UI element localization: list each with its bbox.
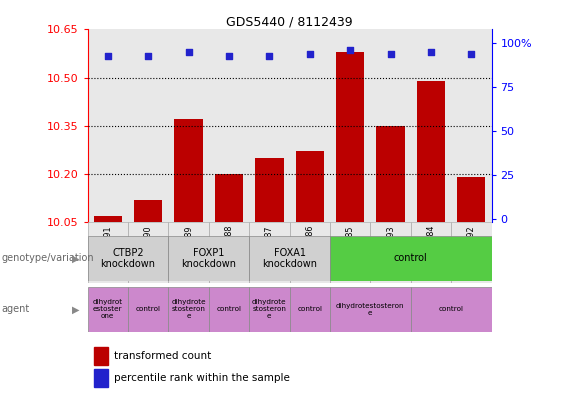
Text: GSM1406290: GSM1406290 [144, 225, 153, 279]
Bar [290, 29, 330, 222]
Text: control: control [136, 307, 160, 312]
Point [224, 53, 233, 59]
Bar [88, 236, 168, 281]
Bar [168, 222, 209, 283]
Text: transformed count: transformed count [114, 351, 211, 361]
Bar [255, 158, 284, 222]
Bar [457, 177, 485, 222]
Bar [249, 29, 289, 222]
Text: GSM1406284: GSM1406284 [427, 225, 436, 279]
Text: dihydrotestosteron
e: dihydrotestosteron e [336, 303, 405, 316]
Bar [249, 236, 330, 281]
Point [467, 51, 476, 57]
Bar [376, 126, 405, 222]
Bar [330, 29, 371, 222]
Bar [295, 151, 324, 222]
Text: agent: agent [1, 305, 29, 314]
Bar [330, 287, 411, 332]
Bar [411, 287, 492, 332]
Bar [417, 81, 445, 222]
Bar [134, 200, 162, 222]
Bar [88, 222, 128, 283]
Point [427, 49, 436, 55]
Bar [128, 29, 168, 222]
Bar [94, 369, 108, 387]
Point [184, 49, 193, 55]
Text: dihydrot
estoster
one: dihydrot estoster one [93, 299, 123, 320]
Text: control: control [216, 307, 241, 312]
Bar [249, 222, 289, 283]
Point [265, 53, 274, 59]
Text: GSM1406289: GSM1406289 [184, 225, 193, 279]
Bar [290, 287, 330, 332]
Bar [94, 216, 122, 222]
Bar [371, 29, 411, 222]
Bar [168, 236, 249, 281]
Text: GSM1406286: GSM1406286 [305, 225, 314, 279]
Point [346, 47, 355, 53]
Text: ▶: ▶ [72, 305, 80, 314]
Bar [215, 174, 243, 222]
Text: control: control [438, 307, 464, 312]
Text: GSM1406293: GSM1406293 [386, 225, 395, 279]
Bar [336, 52, 364, 222]
Bar [290, 222, 330, 283]
Text: GSM1406287: GSM1406287 [265, 225, 274, 279]
Bar [451, 222, 492, 283]
Text: dihydrote
stosteron
e: dihydrote stosteron e [252, 299, 286, 320]
Point [305, 51, 314, 57]
Text: control: control [394, 253, 428, 263]
Bar [175, 119, 203, 222]
Bar [249, 287, 289, 332]
Bar [88, 287, 128, 332]
Bar [209, 287, 249, 332]
Text: percentile rank within the sample: percentile rank within the sample [114, 373, 290, 383]
Bar [168, 29, 209, 222]
Text: GSM1406291: GSM1406291 [103, 225, 112, 279]
Bar [330, 236, 492, 281]
Bar [209, 222, 249, 283]
Text: ▶: ▶ [72, 253, 80, 263]
Bar [209, 29, 249, 222]
Bar [371, 222, 411, 283]
Bar [330, 222, 371, 283]
Text: CTBP2
knockdown: CTBP2 knockdown [101, 248, 155, 269]
Bar [128, 222, 168, 283]
Bar [128, 287, 168, 332]
Bar [168, 287, 209, 332]
Point [144, 53, 153, 59]
Text: FOXP1
knockdown: FOXP1 knockdown [181, 248, 236, 269]
Bar [411, 222, 451, 283]
Text: control: control [297, 307, 322, 312]
Text: dihydrote
stosteron
e: dihydrote stosteron e [171, 299, 206, 320]
Bar [411, 29, 451, 222]
Text: GSM1406292: GSM1406292 [467, 225, 476, 279]
Title: GDS5440 / 8112439: GDS5440 / 8112439 [226, 15, 353, 28]
Bar [451, 29, 492, 222]
Text: GSM1406288: GSM1406288 [224, 225, 233, 279]
Point [103, 53, 112, 59]
Bar [94, 347, 108, 365]
Text: GSM1406285: GSM1406285 [346, 225, 355, 279]
Bar [88, 29, 128, 222]
Point [386, 51, 395, 57]
Text: FOXA1
knockdown: FOXA1 knockdown [262, 248, 317, 269]
Text: genotype/variation: genotype/variation [1, 253, 94, 263]
